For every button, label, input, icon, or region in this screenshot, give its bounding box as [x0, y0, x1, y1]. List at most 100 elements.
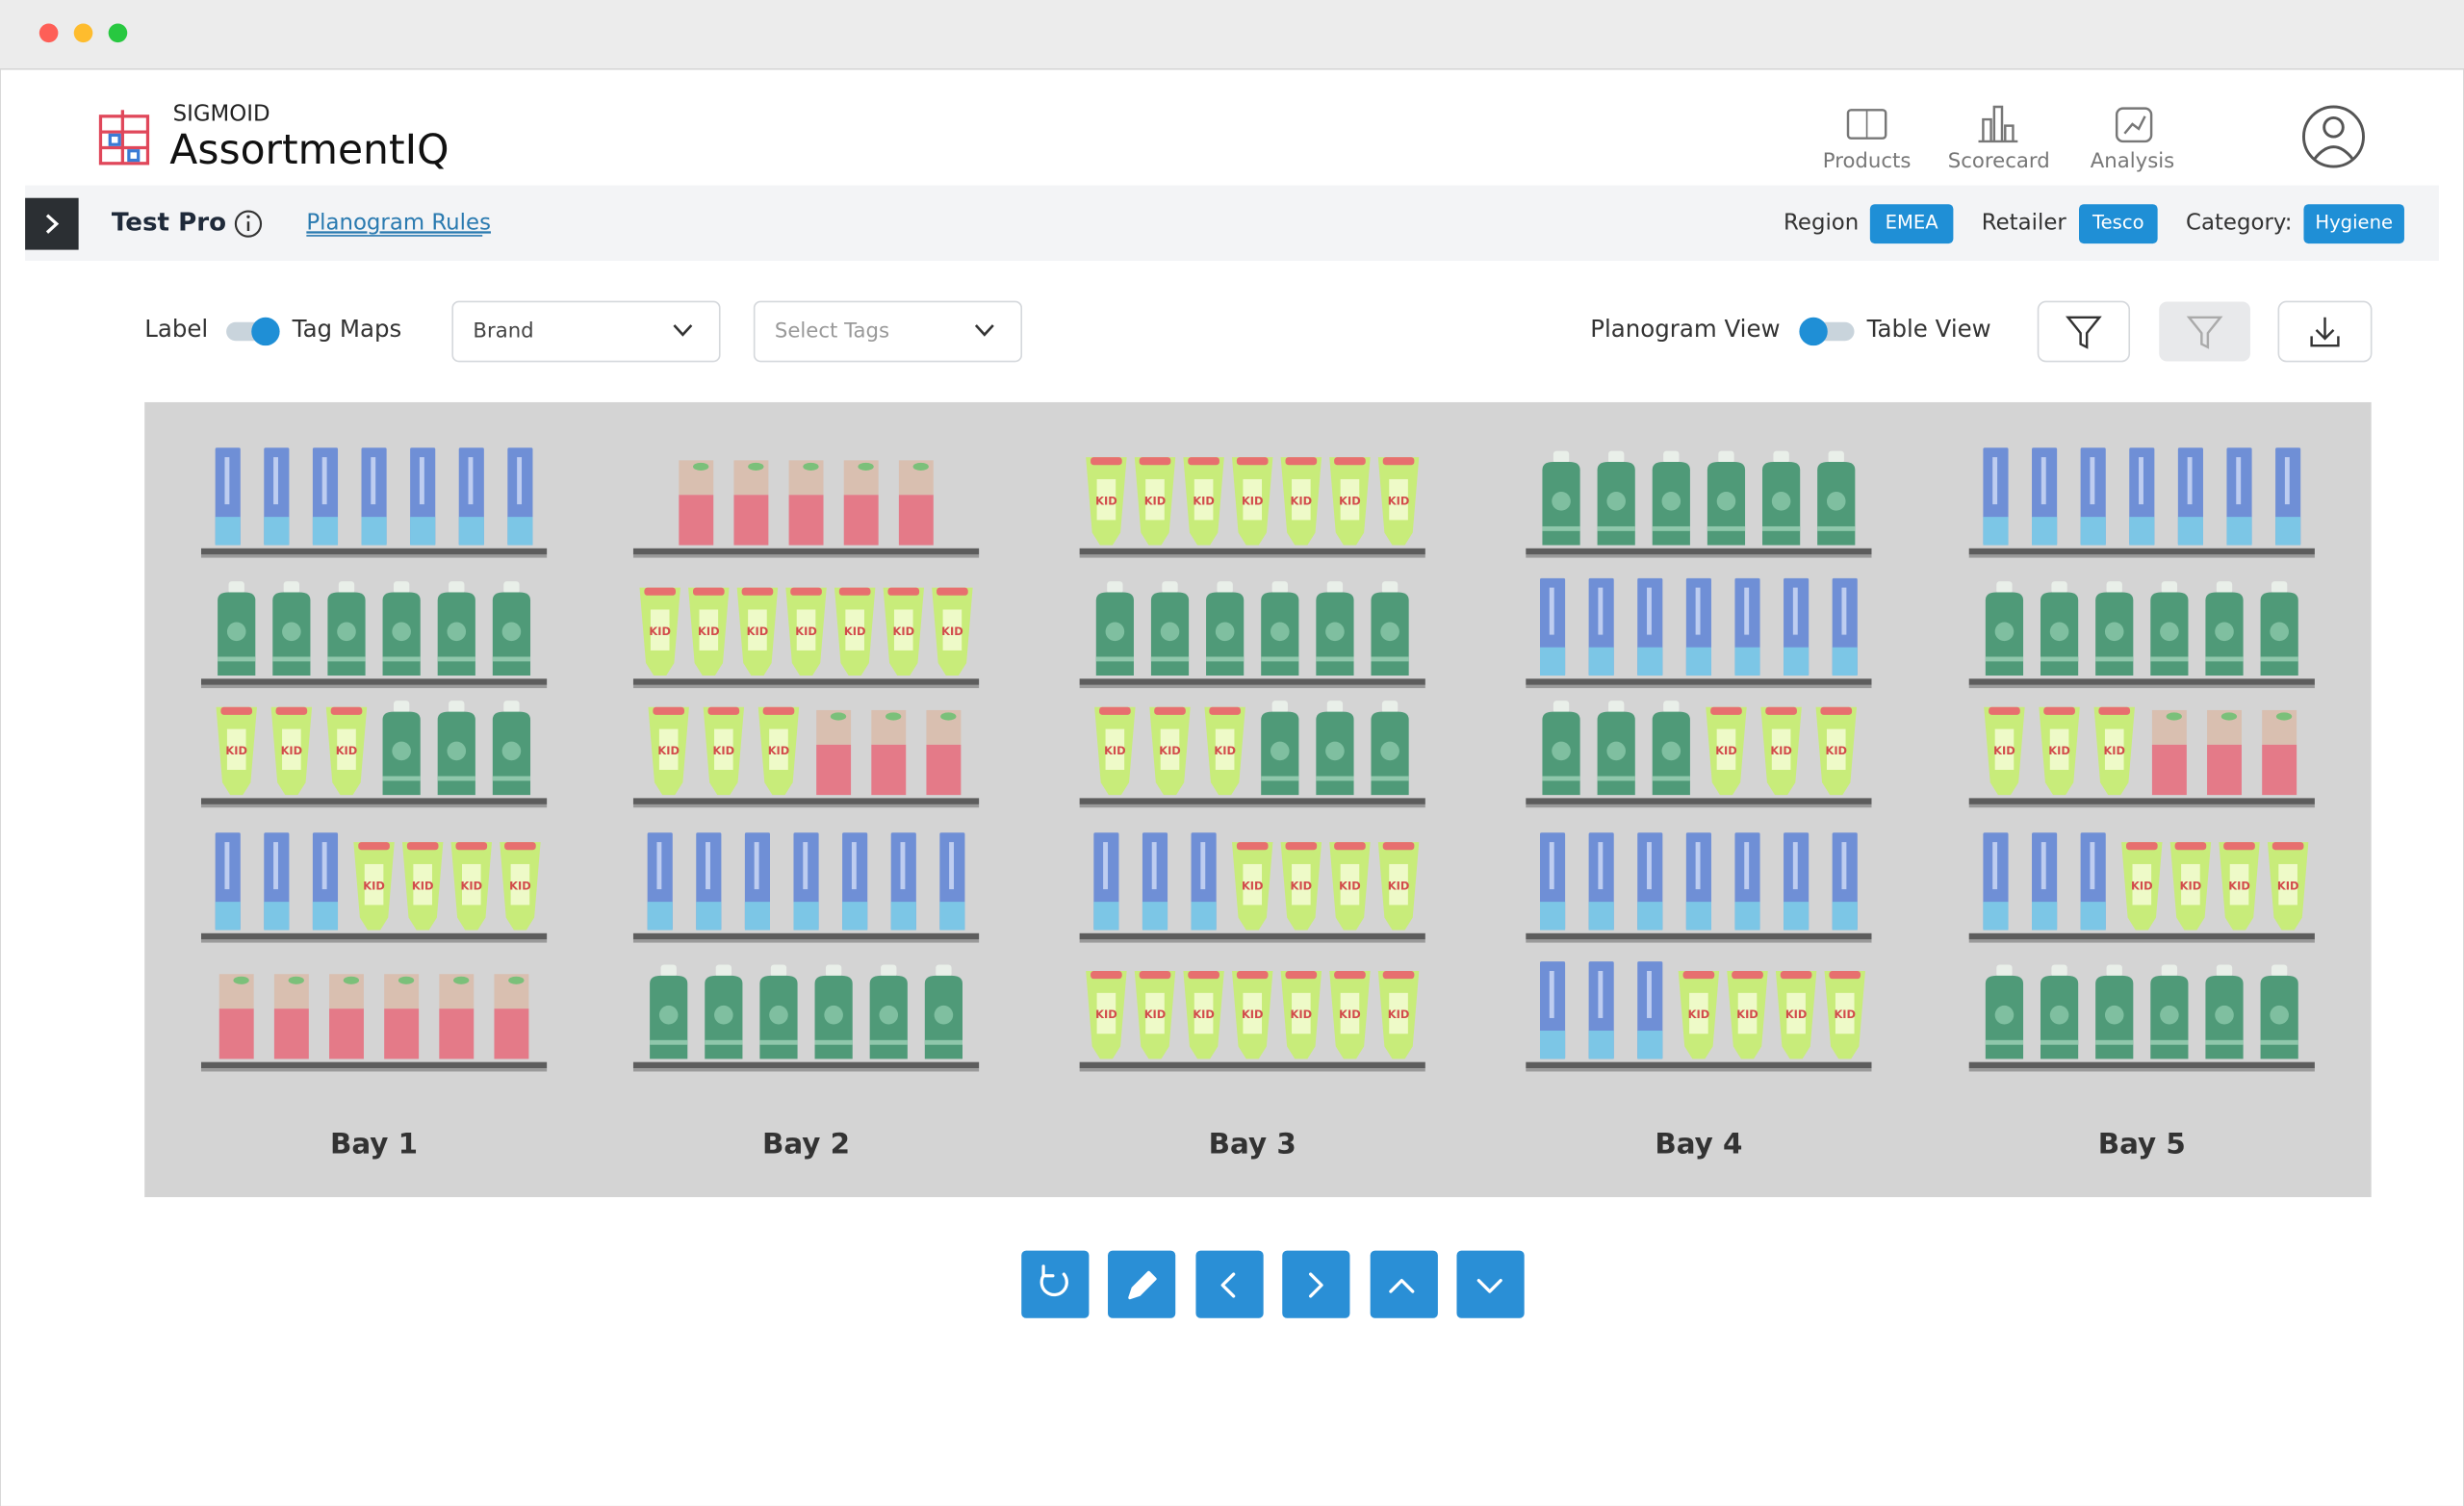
download-button[interactable]	[2277, 300, 2373, 363]
product[interactable]	[2095, 964, 2134, 1059]
next-button[interactable]	[1282, 1250, 1350, 1318]
product[interactable]	[793, 832, 819, 931]
product[interactable]	[492, 581, 531, 676]
product[interactable]	[458, 447, 484, 546]
product[interactable]	[647, 832, 673, 931]
product[interactable]	[759, 964, 798, 1059]
filter-badge[interactable]	[1869, 204, 1954, 244]
product[interactable]	[215, 447, 241, 546]
maximize-button[interactable]	[108, 23, 128, 43]
product[interactable]	[329, 974, 364, 1059]
filter-button[interactable]	[2037, 300, 2131, 363]
view-toggle[interactable]	[1799, 317, 1855, 346]
product[interactable]	[1316, 701, 1354, 796]
product[interactable]	[437, 701, 475, 796]
clear-filter-button[interactable]	[2159, 301, 2250, 362]
product[interactable]	[650, 964, 688, 1059]
product[interactable]	[264, 447, 290, 546]
product[interactable]	[898, 460, 934, 546]
product[interactable]	[696, 832, 722, 931]
product[interactable]	[1150, 581, 1190, 676]
product[interactable]	[215, 832, 241, 931]
product[interactable]	[744, 832, 770, 931]
product[interactable]	[1371, 701, 1409, 796]
product[interactable]	[939, 832, 965, 931]
product[interactable]	[1983, 447, 2009, 546]
product[interactable]	[2150, 964, 2189, 1059]
product[interactable]	[2129, 447, 2155, 546]
product[interactable]	[1542, 450, 1580, 546]
product[interactable]	[1597, 701, 1635, 796]
product[interactable]	[384, 974, 420, 1059]
profile-button[interactable]	[2302, 105, 2365, 168]
product[interactable]	[1637, 961, 1663, 1059]
product[interactable]	[2275, 447, 2301, 546]
product[interactable]	[788, 460, 824, 546]
product[interactable]	[2226, 447, 2252, 546]
product[interactable]	[2260, 964, 2298, 1059]
product[interactable]	[2177, 447, 2203, 546]
product[interactable]	[273, 974, 309, 1059]
product[interactable]	[2080, 447, 2106, 546]
product[interactable]	[1597, 450, 1635, 546]
nav-scorecard[interactable]: Scorecard	[1948, 105, 2050, 173]
product[interactable]	[2040, 964, 2079, 1059]
product[interactable]	[1191, 832, 1217, 931]
close-button[interactable]	[38, 23, 59, 43]
product[interactable]	[312, 832, 339, 931]
product[interactable]	[382, 701, 421, 796]
product[interactable]	[2151, 709, 2187, 796]
product[interactable]	[1540, 961, 1566, 1059]
product[interactable]	[361, 447, 387, 546]
product[interactable]	[264, 832, 290, 931]
product[interactable]	[869, 964, 908, 1059]
tags-dropdown[interactable]: Select Tags	[753, 300, 1023, 363]
product[interactable]	[1832, 577, 1858, 676]
product[interactable]	[926, 709, 962, 796]
product[interactable]	[2205, 964, 2244, 1059]
product[interactable]	[1707, 450, 1746, 546]
product[interactable]	[2150, 581, 2189, 676]
product[interactable]	[1371, 581, 1409, 676]
product[interactable]	[1637, 577, 1663, 676]
product[interactable]	[1734, 832, 1760, 931]
product[interactable]	[1588, 577, 1614, 676]
product[interactable]	[1685, 832, 1711, 931]
product[interactable]	[705, 964, 743, 1059]
tag-map-toggle[interactable]	[226, 317, 280, 346]
filter-badge[interactable]	[2079, 204, 2158, 244]
product[interactable]	[1784, 832, 1810, 931]
product[interactable]	[816, 709, 852, 796]
product[interactable]	[1983, 832, 2009, 931]
edit-button[interactable]	[1108, 1250, 1176, 1318]
product[interactable]	[439, 974, 475, 1059]
product[interactable]	[1540, 832, 1566, 931]
planogram-rules-link[interactable]: Planogram Rules	[306, 210, 491, 235]
minimize-button[interactable]	[73, 23, 93, 43]
product[interactable]	[1652, 450, 1690, 546]
product[interactable]	[1685, 577, 1711, 676]
product[interactable]	[1985, 964, 2024, 1059]
product[interactable]	[382, 581, 421, 676]
product[interactable]	[1142, 832, 1168, 931]
product[interactable]	[1206, 581, 1245, 676]
product[interactable]	[494, 974, 529, 1059]
product[interactable]	[2205, 581, 2244, 676]
brand-dropdown[interactable]: Brand	[451, 300, 721, 363]
up-button[interactable]	[1370, 1250, 1438, 1318]
product[interactable]	[1652, 701, 1690, 796]
product[interactable]	[1261, 581, 1299, 676]
filter-badge[interactable]	[2303, 204, 2404, 244]
product[interactable]	[2207, 709, 2242, 796]
nav-products[interactable]: Products	[1823, 109, 1912, 173]
product[interactable]	[218, 581, 256, 676]
product[interactable]	[679, 460, 714, 546]
sidebar-toggle[interactable]	[25, 197, 79, 250]
product[interactable]	[437, 581, 475, 676]
product[interactable]	[2040, 581, 2079, 676]
product[interactable]	[1637, 832, 1663, 931]
product[interactable]	[1095, 581, 1134, 676]
reset-button[interactable]	[1021, 1250, 1090, 1318]
product[interactable]	[2032, 447, 2058, 546]
product[interactable]	[312, 447, 339, 546]
